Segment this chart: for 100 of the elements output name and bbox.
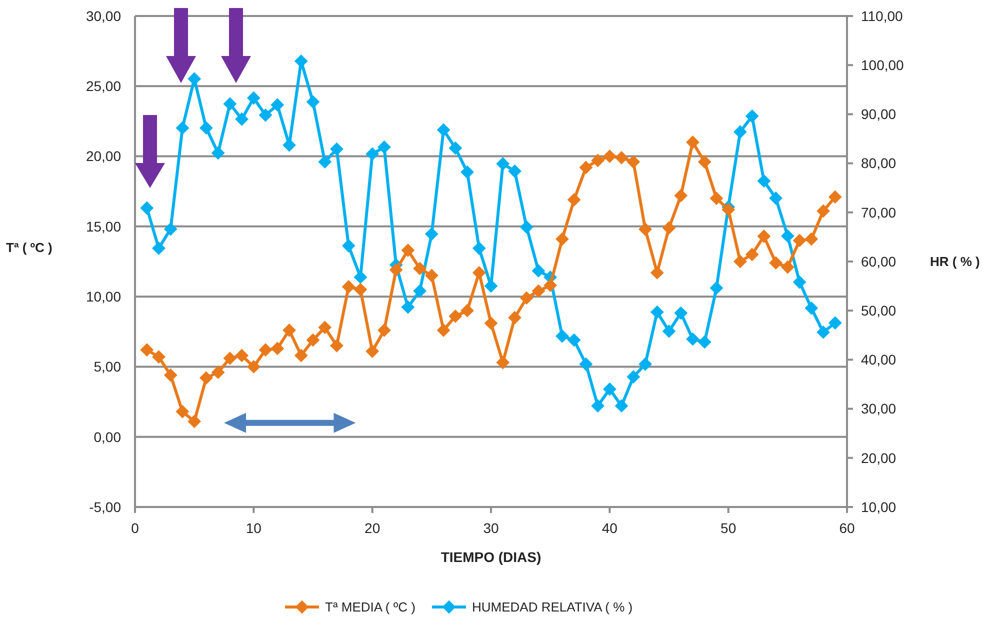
point [710, 192, 723, 205]
point [212, 366, 225, 379]
point [330, 339, 344, 352]
point [626, 370, 640, 384]
point [722, 203, 735, 216]
point [342, 239, 356, 252]
point [650, 266, 664, 280]
point [200, 121, 213, 134]
point [413, 284, 426, 298]
y-tick-label: 25,00 [86, 78, 122, 94]
point [294, 54, 308, 68]
y2-tick-label: 80,00 [861, 155, 896, 172]
point [378, 324, 391, 337]
point [698, 155, 712, 168]
point [828, 190, 842, 204]
point [152, 242, 166, 255]
point [188, 414, 201, 428]
point [306, 95, 320, 108]
point [532, 284, 545, 298]
y2-axis-title: HR ( % ) [930, 254, 980, 270]
y-tick-label: 5,00 [94, 358, 122, 375]
point [164, 368, 178, 382]
point [270, 342, 284, 355]
point [793, 234, 806, 247]
point [282, 324, 296, 337]
point [698, 336, 712, 349]
point [448, 142, 462, 155]
legend-label: Tª MEDIA ( ºC ) [325, 600, 416, 615]
point [318, 155, 332, 168]
point [603, 382, 616, 396]
point [496, 356, 510, 370]
point [662, 324, 676, 338]
point [686, 332, 700, 346]
point [828, 316, 842, 330]
legend-label: HUMEDAD RELATIVA ( % ) [472, 600, 633, 615]
x-tick-label: 30 [483, 520, 499, 536]
point [686, 136, 700, 149]
point [568, 193, 581, 206]
point [259, 108, 272, 122]
point [804, 302, 818, 315]
y-tick-label: 10,00 [86, 288, 122, 304]
point [650, 306, 664, 319]
y-tick-label: -5,00 [89, 498, 122, 515]
point [282, 138, 296, 152]
point [176, 121, 189, 134]
y2-tick-label: 110,00 [861, 8, 903, 24]
point [437, 123, 450, 136]
point [401, 244, 414, 257]
y-axis-title: Tª ( ºC ) [6, 240, 52, 256]
y-tick-label: 0,00 [94, 428, 122, 445]
point [472, 266, 486, 280]
x-tick-label: 0 [131, 520, 140, 536]
point [448, 310, 462, 323]
point [294, 348, 308, 362]
y2-tick-label: 50,00 [861, 302, 896, 318]
point [437, 324, 450, 337]
point [212, 146, 225, 160]
point [472, 242, 486, 255]
point [270, 98, 284, 112]
point [793, 276, 806, 289]
point [603, 150, 616, 163]
point [496, 157, 510, 170]
point [247, 360, 260, 374]
point [746, 248, 759, 261]
point [746, 110, 759, 123]
point [354, 270, 367, 284]
y2-tick-label: 40,00 [861, 352, 896, 368]
point [484, 316, 498, 330]
point [757, 174, 770, 188]
point [508, 311, 522, 324]
point [460, 166, 474, 179]
x-tick-label: 40 [602, 520, 618, 536]
point [200, 371, 213, 384]
point [223, 352, 236, 365]
point [638, 222, 652, 236]
point [140, 343, 154, 356]
point [804, 232, 818, 246]
point [734, 125, 747, 138]
point [259, 343, 272, 356]
point [342, 280, 356, 294]
y2-tick-label: 10,00 [861, 498, 896, 515]
point [460, 304, 474, 318]
point [816, 326, 830, 339]
point [532, 264, 545, 278]
x-tick-label: 50 [720, 520, 736, 536]
point [306, 334, 320, 347]
point [378, 140, 391, 154]
point [425, 269, 438, 282]
x-tick-label: 10 [246, 520, 262, 536]
y-tick-label: 15,00 [86, 218, 122, 234]
point [781, 229, 794, 242]
y2-tick-label: 100,00 [861, 57, 904, 73]
point [615, 399, 628, 412]
point [508, 164, 522, 178]
point [568, 334, 581, 347]
point [757, 230, 770, 243]
point [769, 256, 782, 270]
point [544, 278, 557, 292]
point [769, 192, 782, 205]
point [413, 262, 426, 276]
